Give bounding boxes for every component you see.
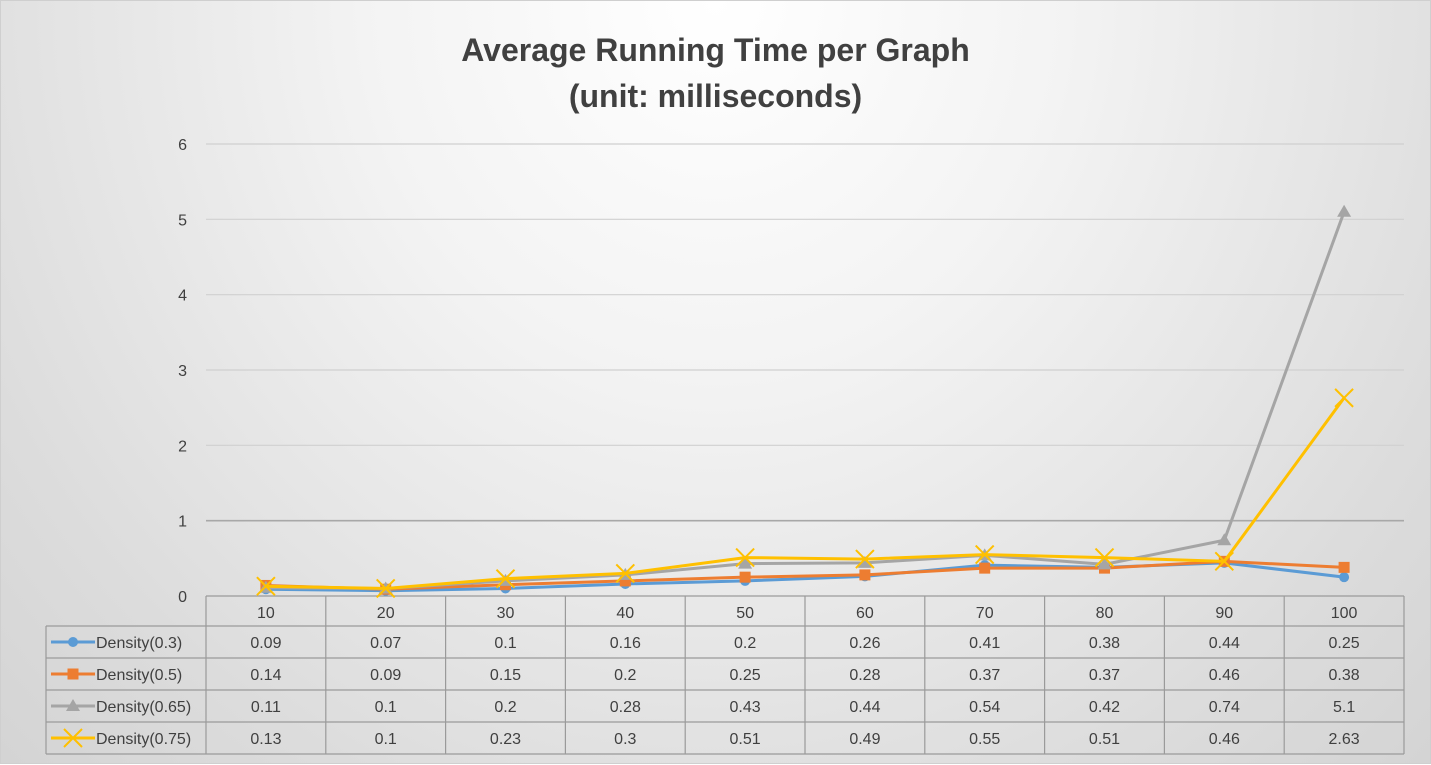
data-point [738, 556, 753, 569]
data-table-value: 0.43 [730, 699, 761, 716]
data-point [375, 578, 396, 599]
data-point [974, 544, 995, 565]
data-table-value: 0.26 [849, 635, 880, 652]
data-table-value: 0.1 [494, 635, 516, 652]
data-table-value: 0.09 [370, 667, 401, 684]
data-table-value: 0.44 [849, 699, 880, 716]
legend-key-marker [63, 728, 83, 748]
data-table-value: 0.28 [849, 667, 880, 684]
x-category-label: 80 [1096, 605, 1114, 622]
legend-key-marker [66, 699, 80, 711]
series-line [265, 559, 1345, 591]
data-table-value: 0.38 [1089, 635, 1120, 652]
data-table-value: 0.23 [490, 731, 521, 748]
data-point [256, 576, 276, 596]
data-table-value: 0.15 [490, 667, 521, 684]
data-table-value: 0.51 [730, 731, 761, 748]
data-table-value: 0.1 [375, 731, 397, 748]
x-category-label: 20 [377, 605, 395, 622]
data-table-value: 0.2 [614, 667, 636, 684]
chart-subtitle-line: (unit: milliseconds) [568, 78, 863, 114]
data-table-value: 0.44 [1209, 635, 1240, 652]
data-point [1337, 204, 1352, 217]
data-table-value: 0.74 [1209, 699, 1240, 716]
data-table-value: 0.13 [250, 731, 281, 748]
legend-series-name: Density(0.75) [96, 731, 191, 748]
y-tick-label: 2 [178, 438, 187, 455]
data-table-value: 2.63 [1329, 731, 1360, 748]
legend-series-name: Density(0.5) [96, 667, 182, 684]
data-table-value: 0.11 [251, 699, 281, 716]
data-point [1339, 572, 1350, 583]
data-point [1097, 557, 1112, 570]
data-table-value: 0.46 [1209, 667, 1240, 684]
data-table-value: 5.1 [1333, 699, 1355, 716]
data-table-value: 0.25 [730, 667, 761, 684]
data-table-value: 0.49 [849, 731, 880, 748]
x-category-label: 70 [976, 605, 994, 622]
legend-key-marker [68, 637, 78, 647]
data-point [1214, 551, 1235, 572]
chart-title: Average Running Time per Graph (unit: mi… [1, 27, 1430, 119]
x-category-label: 90 [1215, 605, 1233, 622]
series-line [265, 211, 1346, 590]
data-table-value: 0.09 [250, 635, 281, 652]
x-category-label: 100 [1331, 605, 1358, 622]
data-table-value: 0.28 [610, 699, 641, 716]
y-tick-label: 1 [178, 514, 187, 531]
data-table-value: 0.54 [969, 699, 1000, 716]
chart-title-line: Average Running Time per Graph [461, 32, 970, 68]
y-tick-label: 4 [178, 288, 187, 305]
data-table-value: 0.37 [969, 667, 1000, 684]
data-point [619, 575, 631, 587]
y-tick-label: 0 [178, 589, 187, 606]
data-point [495, 568, 516, 589]
data-table-value: 0.07 [370, 635, 401, 652]
data-point [1338, 561, 1350, 573]
legend-key-marker [67, 668, 79, 680]
data-table-value: 0.38 [1329, 667, 1360, 684]
data-point [1334, 388, 1354, 408]
data-point [857, 555, 872, 568]
data-point [1217, 533, 1232, 546]
data-table-value: 0.25 [1329, 635, 1360, 652]
data-point [859, 569, 871, 581]
data-table-value: 0.46 [1209, 731, 1240, 748]
y-tick-label: 3 [178, 363, 187, 380]
legend-series-name: Density(0.3) [96, 635, 182, 652]
y-tick-label: 5 [178, 212, 187, 229]
data-point [979, 562, 991, 574]
data-table-value: 0.14 [250, 667, 281, 684]
x-category-label: 40 [616, 605, 634, 622]
y-tick-label: 6 [178, 137, 187, 154]
data-table-value: 0.41 [969, 635, 1000, 652]
data-table-value: 0.1 [375, 699, 397, 716]
data-point [855, 549, 875, 569]
x-category-label: 60 [856, 605, 874, 622]
data-point [1094, 547, 1115, 568]
x-category-label: 30 [497, 605, 515, 622]
data-table-value: 0.2 [494, 699, 516, 716]
data-table-value: 0.37 [1089, 667, 1120, 684]
legend-series-name: Density(0.65) [96, 699, 191, 716]
data-table-value: 0.51 [1089, 731, 1120, 748]
series-line [265, 396, 1346, 590]
data-table-value: 0.55 [969, 731, 1000, 748]
data-point [735, 547, 755, 568]
x-category-label: 10 [257, 605, 275, 622]
data-point [739, 571, 751, 583]
data-table-value: 0.3 [614, 731, 636, 748]
x-category-label: 50 [736, 605, 754, 622]
data-point [615, 563, 636, 584]
data-table-value: 0.2 [734, 635, 756, 652]
data-table-value: 0.42 [1089, 699, 1120, 716]
data-table-value: 0.16 [610, 635, 641, 652]
